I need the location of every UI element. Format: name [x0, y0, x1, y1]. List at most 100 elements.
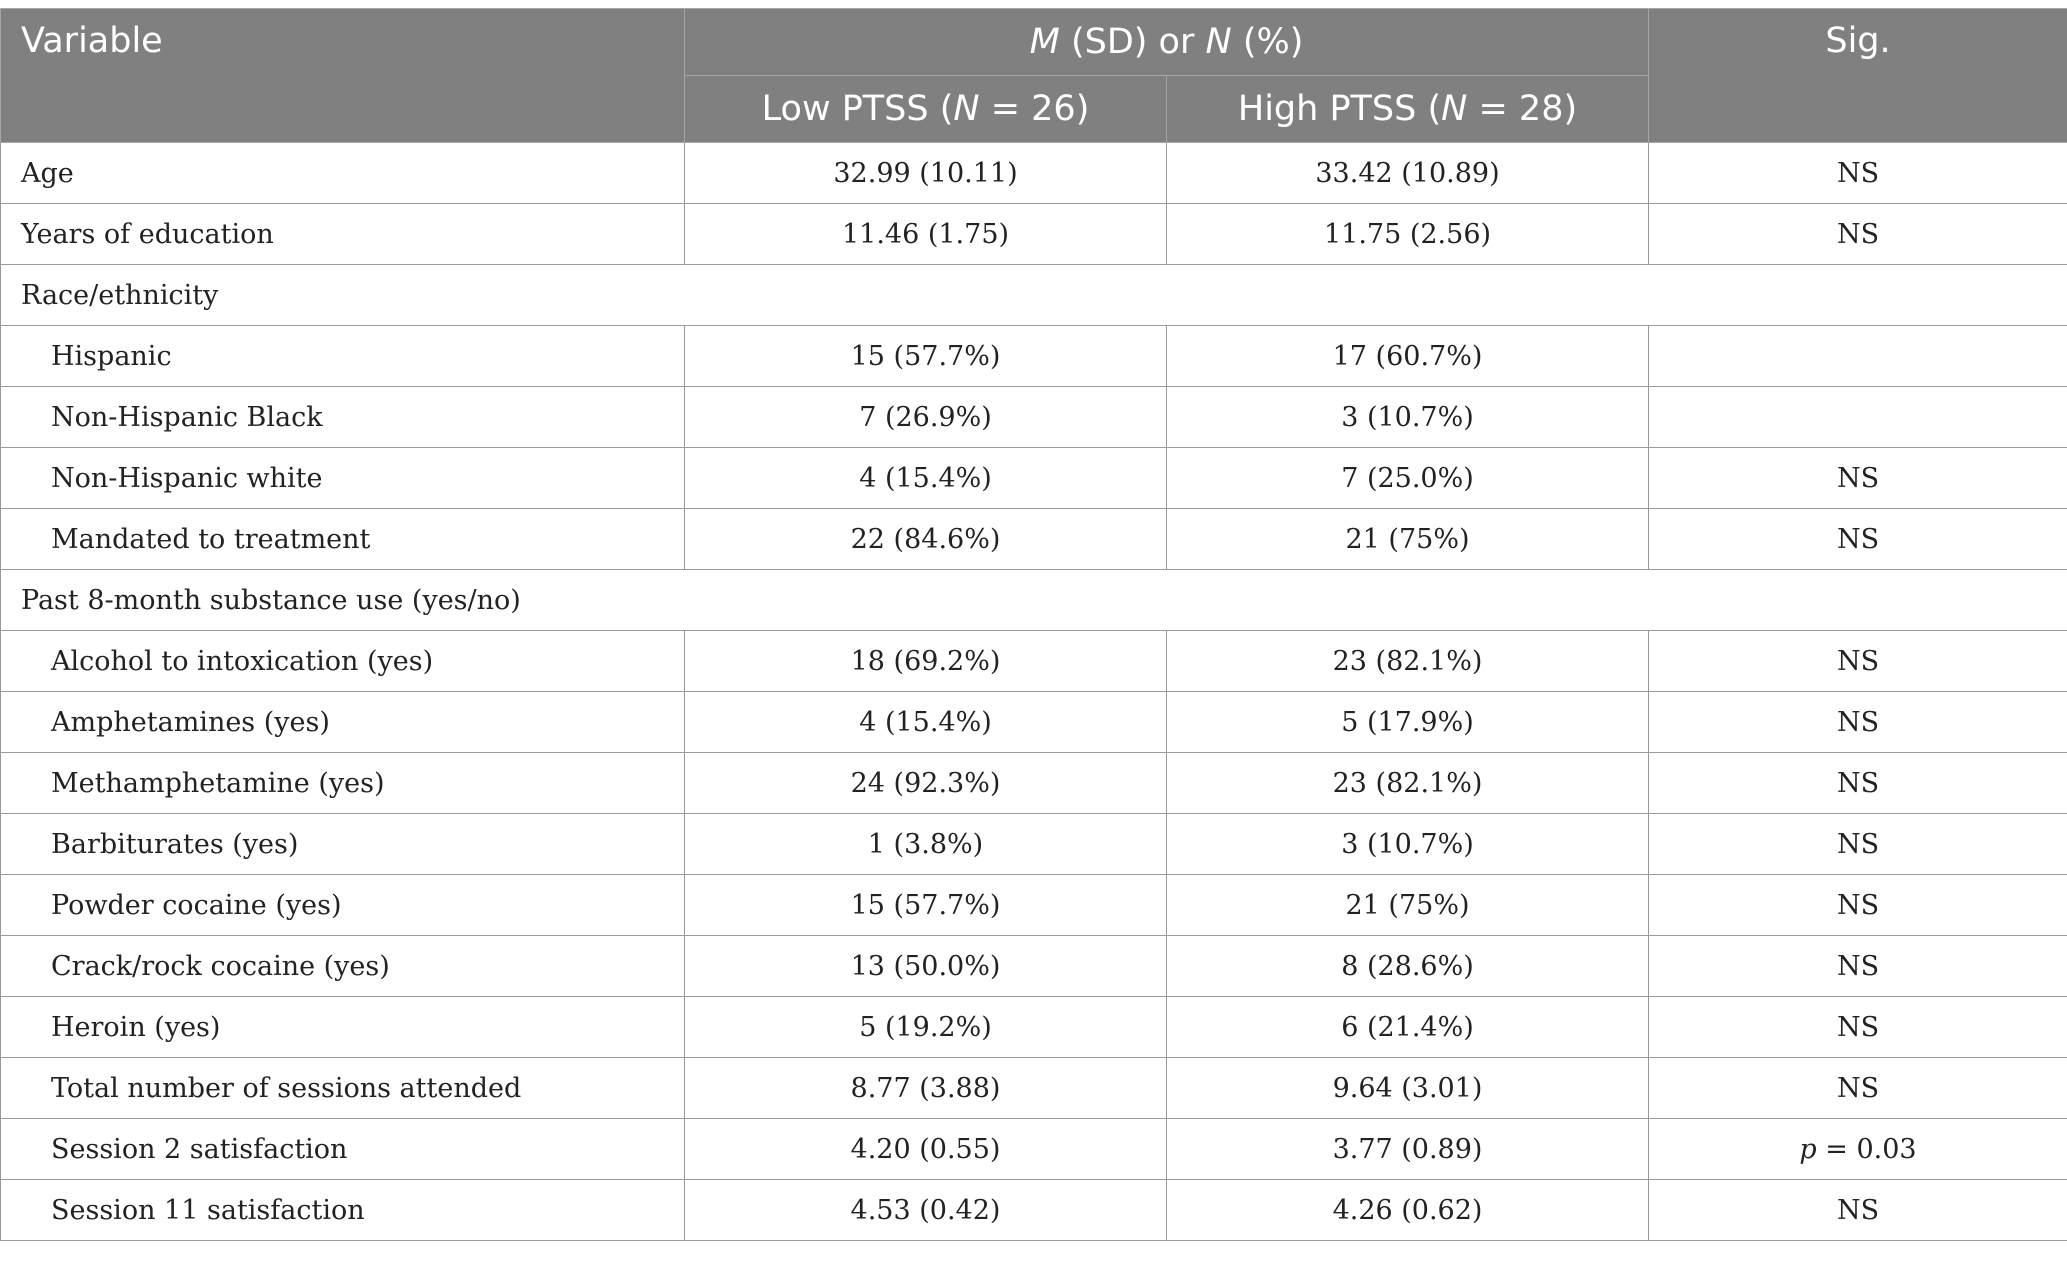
row-sig [1648, 325, 2067, 387]
row-low: 4.53 (0.42) [684, 1179, 1167, 1241]
section-label: Race/ethnicity [0, 264, 2067, 326]
row-high: 11.75 (2.56) [1165, 203, 1650, 265]
section-row: Race/ethnicity [0, 264, 2067, 326]
table-row: Session 11 satisfaction 4.53 (0.42) 4.26… [0, 1179, 2067, 1241]
row-high: 3 (10.7%) [1165, 813, 1650, 875]
table-row: Heroin (yes) 5 (19.2%) 6 (21.4%) NS [0, 996, 2067, 1058]
sig-p-symbol: p [1799, 1133, 1817, 1165]
row-low: 24 (92.3%) [684, 752, 1167, 814]
row-low: 1 (3.8%) [684, 813, 1167, 875]
row-high: 6 (21.4%) [1165, 996, 1650, 1058]
row-label: Hispanic [0, 325, 685, 387]
row-high: 3 (10.7%) [1165, 386, 1650, 448]
row-low: 8.77 (3.88) [684, 1057, 1167, 1119]
row-high: 33.42 (10.89) [1165, 142, 1650, 204]
section-row: Past 8-month substance use (yes/no) [0, 569, 2067, 631]
table-row: Amphetamines (yes) 4 (15.4%) 5 (17.9%) N… [0, 691, 2067, 753]
row-label: Methamphetamine (yes) [0, 752, 685, 814]
row-low: 15 (57.7%) [684, 874, 1167, 936]
row-high: 23 (82.1%) [1165, 630, 1650, 692]
header-high-ptss: High PTSS (N = 28) [1165, 75, 1650, 143]
header-group-n: N [1205, 22, 1232, 62]
header-variable: Variable [0, 8, 685, 143]
table-row: Mandated to treatment 22 (84.6%) 21 (75%… [0, 508, 2067, 570]
row-sig: NS [1648, 203, 2067, 265]
row-label: Years of education [0, 203, 685, 265]
table-row: Age 32.99 (10.11) 33.42 (10.89) NS [0, 142, 2067, 204]
section-label: Past 8-month substance use (yes/no) [0, 569, 2067, 631]
table-row: Hispanic 15 (57.7%) 17 (60.7%) [0, 325, 2067, 387]
row-sig: NS [1648, 1057, 2067, 1119]
row-sig: NS [1648, 691, 2067, 753]
header-group: M (SD) or N (%) [683, 8, 1650, 76]
table-header: Variable M (SD) or N (%) Sig. Low PTSS (… [0, 8, 2067, 143]
row-high: 4.26 (0.62) [1165, 1179, 1650, 1241]
row-low: 13 (50.0%) [684, 935, 1167, 997]
row-label: Crack/rock cocaine (yes) [0, 935, 685, 997]
sig-p-value: = 0.03 [1816, 1133, 1917, 1165]
table-row: Non-Hispanic white 4 (15.4%) 7 (25.0%) N… [0, 447, 2067, 509]
row-label: Non-Hispanic Black [0, 386, 685, 448]
row-sig: NS [1648, 630, 2067, 692]
table-row: Non-Hispanic Black 7 (26.9%) 3 (10.7%) [0, 386, 2067, 448]
table-row: Alcohol to intoxication (yes) 18 (69.2%)… [0, 630, 2067, 692]
table-row: Methamphetamine (yes) 24 (92.3%) 23 (82.… [0, 752, 2067, 814]
header-sig: Sig. [1648, 8, 2067, 143]
row-sig: NS [1648, 752, 2067, 814]
row-low: 18 (69.2%) [684, 630, 1167, 692]
row-label: Session 11 satisfaction [0, 1179, 685, 1241]
row-sig: NS [1648, 142, 2067, 204]
header-group-m: M [1029, 22, 1060, 62]
header-high-post: = 28) [1467, 89, 1578, 129]
header-low-post: = 26) [979, 89, 1090, 129]
table-row: Crack/rock cocaine (yes) 13 (50.0%) 8 (2… [0, 935, 2067, 997]
row-low: 32.99 (10.11) [684, 142, 1167, 204]
row-sig: NS [1648, 935, 2067, 997]
table-body: Age 32.99 (10.11) 33.42 (10.89) NS Years… [0, 142, 2067, 1241]
table-row: Barbiturates (yes) 1 (3.8%) 3 (10.7%) NS [0, 813, 2067, 875]
table-row: Powder cocaine (yes) 15 (57.7%) 21 (75%)… [0, 874, 2067, 936]
row-sig: NS [1648, 508, 2067, 570]
row-low: 4 (15.4%) [684, 447, 1167, 509]
row-label: Alcohol to intoxication (yes) [0, 630, 685, 692]
row-high: 7 (25.0%) [1165, 447, 1650, 509]
table-row: Total number of sessions attended 8.77 (… [0, 1057, 2067, 1119]
header-high-n: N [1441, 89, 1468, 129]
header-high-pre: High PTSS ( [1237, 89, 1442, 129]
row-label: Total number of sessions attended [0, 1057, 685, 1119]
row-sig: NS [1648, 996, 2067, 1058]
row-sig: NS [1648, 813, 2067, 875]
row-low: 7 (26.9%) [684, 386, 1167, 448]
row-low: 15 (57.7%) [684, 325, 1167, 387]
header-group-mid: (SD) or [1059, 22, 1206, 62]
header-low-ptss: Low PTSS (N = 26) [684, 75, 1167, 143]
row-low: 5 (19.2%) [684, 996, 1167, 1058]
row-sig: NS [1648, 1179, 2067, 1241]
row-high: 3.77 (0.89) [1165, 1118, 1650, 1180]
row-low: 4.20 (0.55) [684, 1118, 1167, 1180]
row-low: 4 (15.4%) [684, 691, 1167, 753]
row-sig [1648, 386, 2067, 448]
row-sig: NS [1648, 874, 2067, 936]
row-sig: NS [1648, 447, 2067, 509]
row-label: Amphetamines (yes) [0, 691, 685, 753]
row-high: 21 (75%) [1165, 874, 1650, 936]
row-label: Age [0, 142, 685, 204]
demographics-table: Variable M (SD) or N (%) Sig. Low PTSS (… [0, 8, 2067, 1241]
header-low-n: N [953, 89, 980, 129]
row-high: 8 (28.6%) [1165, 935, 1650, 997]
row-high: 17 (60.7%) [1165, 325, 1650, 387]
row-high: 21 (75%) [1165, 508, 1650, 570]
row-low: 11.46 (1.75) [684, 203, 1167, 265]
row-sig: p = 0.03 [1648, 1118, 2067, 1180]
row-label: Non-Hispanic white [0, 447, 685, 509]
row-label: Mandated to treatment [0, 508, 685, 570]
table-container: Variable M (SD) or N (%) Sig. Low PTSS (… [0, 8, 2067, 1241]
table-row: Years of education 11.46 (1.75) 11.75 (2… [0, 203, 2067, 265]
row-low: 22 (84.6%) [684, 508, 1167, 570]
row-high: 9.64 (3.01) [1165, 1057, 1650, 1119]
row-label: Powder cocaine (yes) [0, 874, 685, 936]
header-low-pre: Low PTSS ( [761, 89, 954, 129]
row-high: 23 (82.1%) [1165, 752, 1650, 814]
table-row: Session 2 satisfaction 4.20 (0.55) 3.77 … [0, 1118, 2067, 1180]
